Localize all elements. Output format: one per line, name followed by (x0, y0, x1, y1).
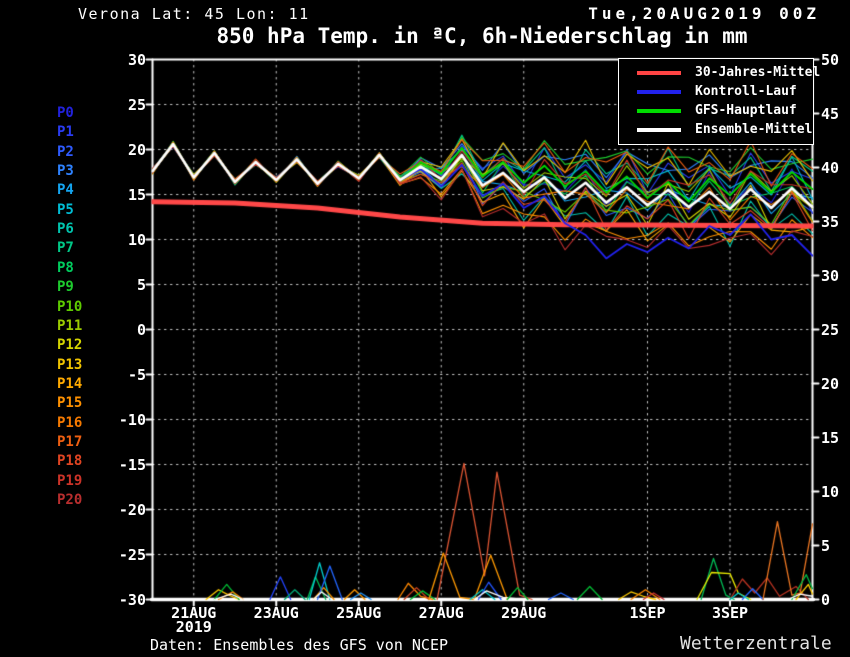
legend-label: 30-Jahres-Mittel (695, 65, 821, 80)
precip-axis-tick-label: 10 (821, 482, 840, 501)
member-label-p1: P1 (57, 124, 74, 141)
ensemble-mean-line-swatch (637, 127, 681, 132)
date-axis-tick-label: 21AUG (171, 604, 217, 622)
brand-label: Wetterzentrale (680, 633, 832, 654)
member-label-p11: P11 (57, 317, 83, 334)
legend-row-main-run: GFS-Hauptlauf (619, 101, 813, 120)
member-label-p12: P12 (57, 337, 83, 354)
data-source-label: Daten: Ensembles des GFS von NCEP (150, 636, 449, 654)
member-label-p14: P14 (57, 375, 83, 392)
temp-axis-tick-label: 30 (127, 50, 146, 69)
legend-label: GFS-Hauptlauf (695, 103, 797, 118)
temp-axis-tick-label: -25 (118, 545, 146, 564)
precip-axis-tick-label: 0 (821, 590, 831, 609)
precip-axis-tick-label: 15 (821, 428, 840, 447)
member-label-p5: P5 (57, 201, 74, 218)
temp-axis-tick-label: -30 (118, 590, 146, 609)
temp-axis-tick-label: -5 (127, 365, 146, 384)
temp-axis-tick-label: -20 (118, 500, 146, 519)
temp-axis-tick-label: -15 (118, 455, 146, 474)
member-label-p4: P4 (57, 182, 74, 199)
temp-axis-tick-label: 5 (136, 275, 146, 294)
member-label-p6: P6 (57, 221, 74, 238)
member-label-p8: P8 (57, 259, 74, 276)
temp-axis-tick-label: 25 (127, 95, 146, 114)
member-label-p17: P17 (57, 433, 83, 450)
precip-axis-tick-label: 20 (821, 374, 840, 393)
precip-axis-tick-label: 25 (821, 320, 840, 339)
legend-row-control-run: Kontroll-Lauf (619, 82, 813, 101)
precip-axis-tick-label: 40 (821, 158, 840, 177)
temp-axis-tick-label: 15 (127, 185, 146, 204)
legend-row-ensemble-mean: Ensemble-Mittel (619, 120, 813, 139)
station-label: Verona Lat: 45 Lon: 11 (78, 5, 310, 23)
chart-title: 850 hPa Temp. in ªC, 6h-Niederschlag in … (216, 24, 748, 48)
climate-mean-line-swatch (637, 70, 681, 75)
date-axis-year-label: 2019 (175, 618, 212, 636)
member-label-p7: P7 (57, 240, 74, 257)
legend-box: 30-Jahres-Mittel Kontroll-Lauf GFS-Haupt… (618, 58, 820, 145)
date-axis-tick-label: 23AUG (253, 604, 299, 622)
temp-axis-tick-label: -10 (118, 410, 146, 429)
legend-label: Kontroll-Lauf (695, 84, 797, 99)
precip-axis-tick-label: 35 (821, 212, 840, 231)
member-label-p13: P13 (57, 356, 83, 373)
precip-axis-tick-label: 45 (821, 104, 840, 123)
member-label-p20: P20 (57, 492, 83, 508)
precip-axis-tick-label: 30 (821, 266, 840, 285)
date-axis-tick-label: 3SEP (711, 604, 749, 622)
member-label-p9: P9 (57, 279, 74, 296)
member-label-p15: P15 (57, 395, 83, 412)
member-label-p10: P10 (57, 298, 83, 315)
run-date-label: Tue,20AUG2019 00Z (588, 4, 820, 23)
temp-axis-tick-label: 10 (127, 230, 146, 249)
member-label-p2: P2 (57, 143, 74, 160)
precip-axis-tick-label: 5 (821, 536, 831, 555)
temp-axis-tick-label: 20 (127, 140, 146, 159)
member-label-p0: P0 (57, 105, 74, 121)
precip-axis-tick-label: 50 (821, 50, 840, 69)
control-run-line-swatch (637, 89, 681, 94)
member-label-p19: P19 (57, 472, 83, 489)
date-axis-tick-label: 1SEP (629, 604, 666, 622)
date-axis-tick-label: 27AUG (418, 604, 464, 622)
member-label-p16: P16 (57, 414, 83, 431)
legend-row-climate-mean: 30-Jahres-Mittel (619, 63, 820, 82)
date-axis-tick-label: 29AUG (501, 604, 547, 622)
date-axis-tick-label: 25AUG (336, 604, 382, 622)
member-label-p3: P3 (57, 163, 74, 180)
legend-label: Ensemble-Mittel (695, 122, 813, 137)
temp-axis-tick-label: 0 (136, 320, 146, 339)
main-run-line-swatch (637, 108, 681, 113)
member-label-p18: P18 (57, 453, 83, 470)
